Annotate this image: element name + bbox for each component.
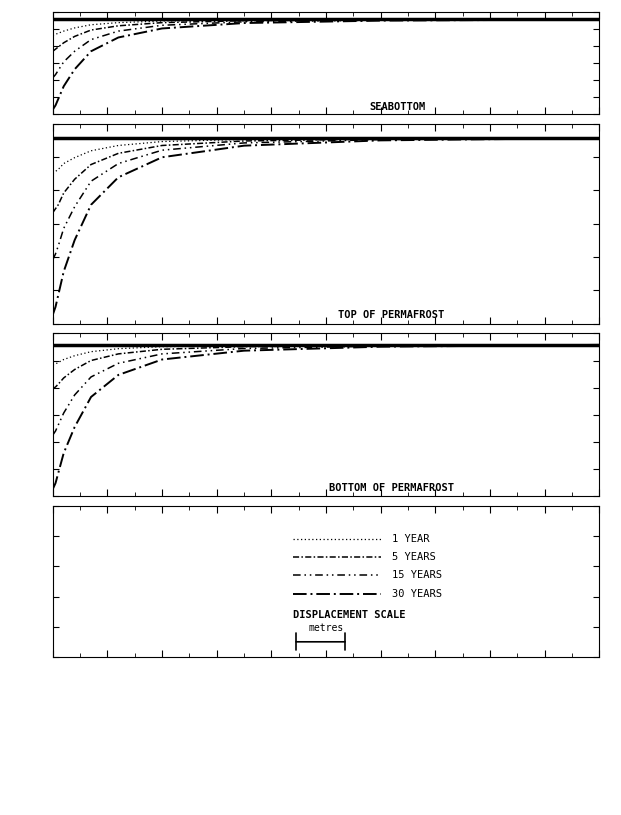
Text: TOP OF PERMAFROST: TOP OF PERMAFROST (338, 310, 445, 319)
Text: 1 YEAR: 1 YEAR (392, 535, 429, 544)
Text: metres: metres (309, 623, 343, 633)
Text: 15 YEARS: 15 YEARS (392, 570, 442, 580)
Text: DISPLACEMENT SCALE: DISPLACEMENT SCALE (293, 610, 406, 619)
Text: SEABOTTOM: SEABOTTOM (369, 102, 425, 112)
Text: BOTTOM OF PERMAFROST: BOTTOM OF PERMAFROST (329, 483, 454, 493)
Text: 30 YEARS: 30 YEARS (392, 588, 442, 598)
Text: 5 YEARS: 5 YEARS (392, 553, 435, 562)
